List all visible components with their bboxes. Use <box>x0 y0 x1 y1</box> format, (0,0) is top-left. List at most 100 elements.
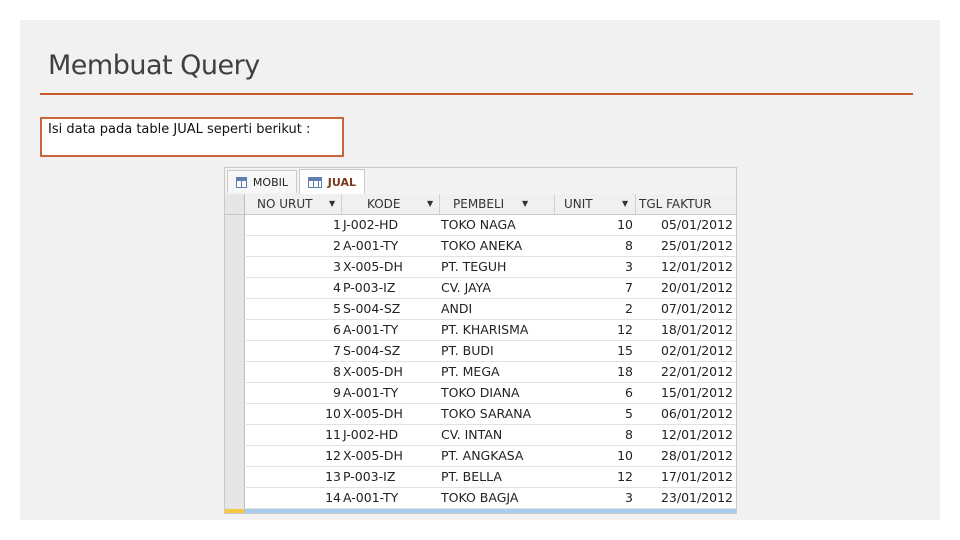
cell-no-urut[interactable]: 14 <box>325 490 341 505</box>
dropdown-arrow-icon[interactable]: ▼ <box>622 199 629 208</box>
cell-kode[interactable]: P-003-IZ <box>343 469 396 484</box>
cell-pembeli[interactable]: TOKO NAGA <box>441 217 516 232</box>
cell-unit[interactable]: 3 <box>625 259 633 274</box>
column-header-unit[interactable]: UNIT <box>564 197 593 211</box>
cell-no-urut[interactable]: 12 <box>325 448 341 463</box>
table-row[interactable]: 15J-002-HD SHOFIE 1 23/01/2012 <box>225 509 736 513</box>
table-row[interactable]: 2 A-001-TY TOKO ANEKA 8 25/01/2012 <box>225 236 736 257</box>
column-header-kode[interactable]: KODE <box>367 197 401 211</box>
cell-unit[interactable]: 8 <box>625 238 633 253</box>
column-header-no-urut[interactable]: NO URUT <box>257 197 313 211</box>
record-selector[interactable] <box>225 383 245 403</box>
cell-unit[interactable]: 6 <box>625 385 633 400</box>
table-row[interactable]: 6 A-001-TY PT. KHARISMA 12 18/01/2012 <box>225 320 736 341</box>
cell-kode[interactable]: J-002-HD <box>343 217 399 232</box>
record-selector[interactable] <box>225 299 245 319</box>
record-selector[interactable] <box>225 362 245 382</box>
cell-no-urut[interactable]: 13 <box>325 469 341 484</box>
cell-tgl-faktur[interactable]: 25/01/2012 <box>660 238 733 253</box>
cell-tgl-faktur[interactable]: 23/01/2012 <box>661 509 733 513</box>
dropdown-arrow-icon[interactable]: ▼ <box>427 199 434 208</box>
table-row[interactable]: 12 X-005-DH PT. ANGKASA 10 28/01/2012 <box>225 446 736 467</box>
cell-unit[interactable]: 10 <box>617 217 633 232</box>
record-selector[interactable] <box>225 278 245 298</box>
cell-tgl-faktur[interactable]: 15/01/2012 <box>660 385 733 400</box>
cell-pembeli[interactable]: TOKO BAGJA <box>441 490 519 505</box>
cell-kode[interactable]: S-004-SZ <box>343 301 401 316</box>
cell-pembeli[interactable]: TOKO SARANA <box>441 406 532 421</box>
cell-pembeli[interactable]: SHOFIE <box>441 509 487 513</box>
table-row[interactable]: 4 P-003-IZ CV. JAYA 7 20/01/2012 <box>225 278 736 299</box>
cell-no-urut[interactable]: 15 <box>325 509 341 513</box>
cell-no-urut[interactable]: 9 <box>333 385 341 400</box>
cell-unit[interactable]: 18 <box>617 364 633 379</box>
tab-mobil[interactable]: MOBIL <box>227 170 297 193</box>
cell-unit[interactable]: 10 <box>617 448 633 463</box>
cell-tgl-faktur[interactable]: 07/01/2012 <box>660 301 733 316</box>
cell-pembeli[interactable]: CV. INTAN <box>441 427 503 442</box>
table-row[interactable]: 13 P-003-IZ PT. BELLA 12 17/01/2012 <box>225 467 736 488</box>
cell-unit[interactable]: 2 <box>625 301 633 316</box>
cell-kode[interactable]: P-003-IZ <box>343 280 396 295</box>
table-row[interactable]: 5 S-004-SZ ANDI 2 07/01/2012 <box>225 299 736 320</box>
cell-tgl-faktur[interactable]: 05/01/2012 <box>660 217 733 232</box>
cell-pembeli[interactable]: PT. ANGKASA <box>441 448 524 463</box>
cell-no-urut[interactable]: 8 <box>333 364 341 379</box>
cell-kode[interactable]: J-002-HD <box>343 509 398 513</box>
record-selector[interactable] <box>225 320 245 340</box>
cell-unit[interactable]: 15 <box>617 343 633 358</box>
cell-no-urut[interactable]: 10 <box>325 406 341 421</box>
cell-tgl-faktur[interactable]: 28/01/2012 <box>660 448 733 463</box>
dropdown-arrow-icon[interactable]: ▼ <box>329 199 336 208</box>
cell-no-urut[interactable]: 6 <box>333 322 341 337</box>
cell-pembeli[interactable]: PT. MEGA <box>441 364 500 379</box>
record-selector[interactable] <box>225 236 245 256</box>
record-selector[interactable] <box>225 488 245 508</box>
cell-unit[interactable]: 3 <box>625 490 633 505</box>
table-row[interactable]: 7 S-004-SZ PT. BUDI 15 02/01/2012 <box>225 341 736 362</box>
record-selector[interactable] <box>225 467 245 487</box>
cell-pembeli[interactable]: PT. TEGUH <box>441 259 507 274</box>
cell-kode[interactable]: X-005-DH <box>343 364 403 379</box>
record-selector[interactable] <box>225 425 245 445</box>
cell-kode[interactable]: X-005-DH <box>343 406 403 421</box>
cell-tgl-faktur[interactable]: 20/01/2012 <box>660 280 733 295</box>
cell-pembeli[interactable]: TOKO ANEKA <box>441 238 523 253</box>
cell-unit[interactable]: 5 <box>625 406 633 421</box>
record-selector[interactable] <box>225 404 245 424</box>
cell-no-urut[interactable]: 7 <box>333 343 341 358</box>
cell-pembeli[interactable]: PT. BELLA <box>441 469 502 484</box>
record-selector[interactable] <box>225 341 245 361</box>
cell-tgl-faktur[interactable]: 22/01/2012 <box>660 364 733 379</box>
column-header-tgl-faktur[interactable]: TGL FAKTUR <box>639 197 712 211</box>
cell-tgl-faktur[interactable]: 17/01/2012 <box>660 469 733 484</box>
cell-kode[interactable]: X-005-DH <box>343 259 403 274</box>
table-row[interactable]: 11 J-002-HD CV. INTAN 8 12/01/2012 <box>225 425 736 446</box>
cell-kode[interactable]: A-001-TY <box>343 385 399 400</box>
column-header-pembeli[interactable]: PEMBELI <box>453 197 505 211</box>
record-selector[interactable] <box>225 215 245 235</box>
cell-tgl-faktur[interactable]: 12/01/2012 <box>660 259 733 274</box>
cell-tgl-faktur[interactable]: 02/01/2012 <box>660 343 733 358</box>
cell-pembeli[interactable]: ANDI <box>441 301 473 316</box>
table-row[interactable]: 3 X-005-DH PT. TEGUH 3 12/01/2012 <box>225 257 736 278</box>
cell-no-urut[interactable]: 1 <box>333 217 341 232</box>
cell-pembeli[interactable]: TOKO DIANA <box>441 385 520 400</box>
cell-no-urut[interactable]: 2 <box>333 238 341 253</box>
cell-kode[interactable]: A-001-TY <box>343 322 399 337</box>
record-selector[interactable] <box>225 509 245 513</box>
cell-kode[interactable]: A-001-TY <box>343 490 399 505</box>
record-selector[interactable] <box>225 446 245 466</box>
cell-no-urut[interactable]: 5 <box>333 301 341 316</box>
cell-tgl-faktur[interactable]: 06/01/2012 <box>660 406 733 421</box>
cell-tgl-faktur[interactable]: 18/01/2012 <box>660 322 733 337</box>
cell-unit[interactable]: 12 <box>617 322 633 337</box>
cell-no-urut[interactable]: 3 <box>333 259 341 274</box>
table-row[interactable]: 9 A-001-TY TOKO DIANA 6 15/01/2012 <box>225 383 736 404</box>
table-row[interactable]: 1 J-002-HD TOKO NAGA 10 05/01/2012 <box>225 215 736 236</box>
cell-kode[interactable]: J-002-HD <box>343 427 399 442</box>
cell-kode[interactable]: X-005-DH <box>343 448 403 463</box>
cell-unit[interactable]: 7 <box>625 280 633 295</box>
record-selector[interactable] <box>225 257 245 277</box>
cell-unit[interactable]: 1 <box>625 509 633 513</box>
